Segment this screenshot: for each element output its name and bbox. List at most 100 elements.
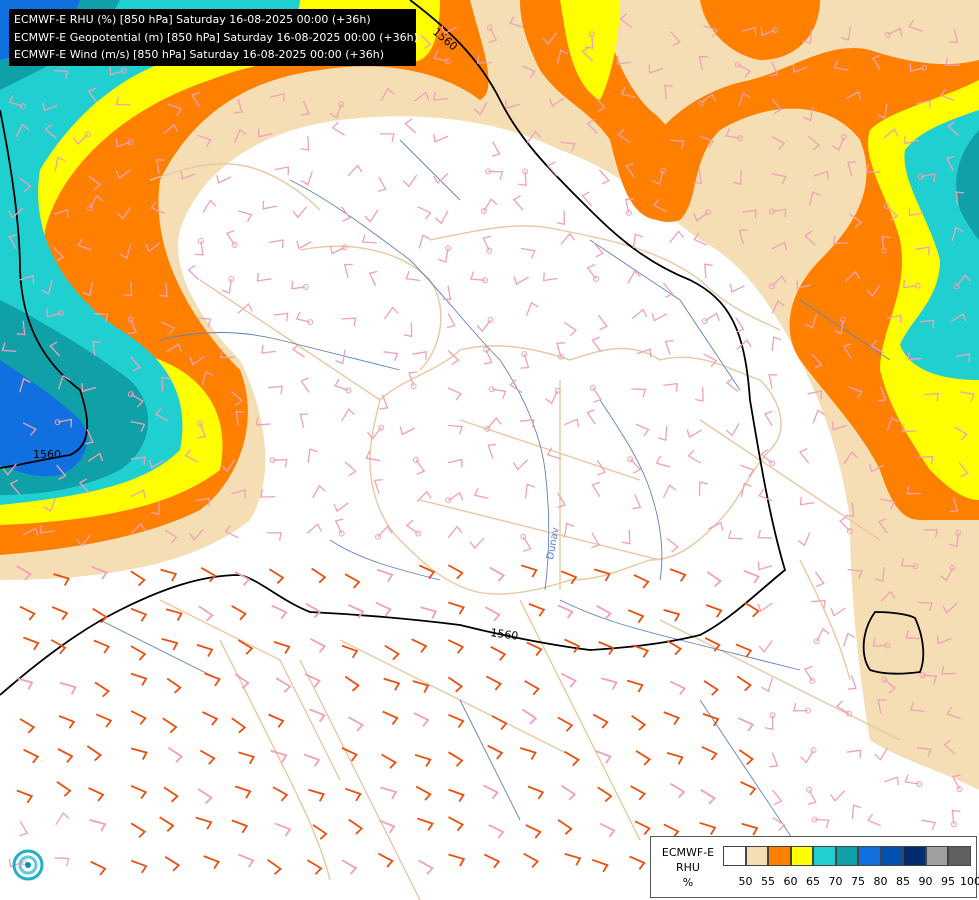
wind-barb (441, 25, 457, 35)
calm-wind-marker (698, 100, 705, 107)
wind-barb (664, 339, 674, 355)
river-layer (99, 139, 891, 881)
wind-barb (509, 378, 523, 394)
wind-barb (53, 209, 69, 218)
wind-barb (631, 714, 647, 731)
wind-barb (148, 459, 165, 469)
wind-barb (273, 312, 289, 322)
legend-tick-label: 55 (761, 875, 775, 888)
wind-barb (669, 782, 686, 799)
wind-barb (802, 29, 813, 45)
wind-barb (526, 641, 543, 657)
wind-barb (161, 321, 176, 335)
wind-barb (413, 712, 430, 727)
wind-barb (803, 665, 813, 682)
calm-wind-marker (520, 533, 527, 540)
wind-barb (268, 385, 283, 395)
legend-swatch (790, 846, 813, 866)
wind-barb (900, 557, 916, 567)
wind-barb (123, 281, 133, 297)
wind-barb (796, 280, 811, 290)
wind-barb (344, 461, 357, 477)
wind-barb (954, 426, 968, 441)
calm-wind-marker (445, 245, 451, 252)
wind-barb (883, 776, 899, 786)
legend-tick-label: 75 (851, 875, 865, 888)
legend-tick-label: 50 (738, 875, 753, 888)
legend-swatch (768, 846, 791, 866)
wind-barb (599, 822, 616, 838)
wind-barb (839, 516, 851, 532)
wind-barb (586, 263, 597, 280)
wind-barb (771, 275, 787, 287)
calm-wind-marker (914, 282, 921, 289)
wind-barb (130, 645, 147, 661)
calm-wind-marker (410, 383, 417, 390)
wind-barb (564, 418, 580, 428)
wind-barb (727, 530, 743, 540)
wind-barb (706, 571, 722, 588)
wind-barb (16, 565, 32, 581)
wind-barb (260, 489, 275, 498)
wind-barb (116, 206, 132, 220)
wind-barb (43, 497, 57, 513)
wind-barb (868, 463, 885, 473)
wind-barb (348, 818, 364, 835)
wind-barb (380, 786, 398, 800)
wind-barb (904, 135, 919, 145)
wind-barb (564, 638, 581, 654)
border-layer (149, 162, 901, 900)
wind-barb (383, 677, 401, 691)
wind-barb (758, 488, 773, 502)
wind-barb (166, 343, 183, 353)
wind-barb (872, 638, 888, 647)
wind-barb (418, 234, 431, 249)
wind-barb (666, 639, 683, 656)
wind-barb (92, 340, 102, 356)
wind-barb (807, 390, 822, 400)
wind-barb (46, 308, 62, 318)
wind-barb (52, 246, 65, 262)
calm-wind-marker (588, 31, 595, 38)
wind-barb (949, 497, 959, 513)
wind-barb (16, 677, 34, 691)
wind-barb (161, 376, 171, 392)
wind-barb (162, 123, 179, 135)
wind-barb (814, 818, 830, 829)
wind-barb (87, 87, 98, 103)
wind-barb (651, 170, 664, 186)
wind-barb (163, 786, 179, 803)
legend-swatch (723, 846, 746, 866)
wind-barb (412, 351, 427, 360)
wind-barb (78, 478, 90, 494)
wind-barb (238, 751, 256, 765)
wind-barb (312, 484, 326, 499)
wind-barb (627, 609, 645, 624)
wind-barb (473, 487, 489, 499)
wind-barb (556, 342, 566, 357)
calm-wind-marker (87, 205, 94, 212)
wind-barb (476, 319, 492, 333)
wind-barb (866, 813, 882, 827)
wind-barb (560, 232, 576, 245)
wind-barb (57, 418, 73, 428)
wind-barb (939, 567, 954, 582)
wind-barb (741, 822, 759, 836)
wind-barb (811, 353, 823, 369)
humidity-field-layer (0, 0, 979, 790)
wind-barb (738, 92, 751, 107)
wind-barb (130, 489, 146, 499)
wind-barb (19, 820, 29, 837)
calm-wind-marker (884, 642, 891, 649)
wind-barb (831, 421, 847, 431)
wind-barb (233, 128, 247, 144)
calm-wind-marker (521, 351, 528, 358)
wind-barb (725, 128, 741, 139)
wind-barb (736, 675, 752, 692)
wind-barb (840, 26, 852, 42)
wind-barb (620, 86, 636, 98)
wind-barb (847, 568, 863, 579)
wind-barb (808, 190, 821, 206)
wind-barb (771, 208, 787, 218)
